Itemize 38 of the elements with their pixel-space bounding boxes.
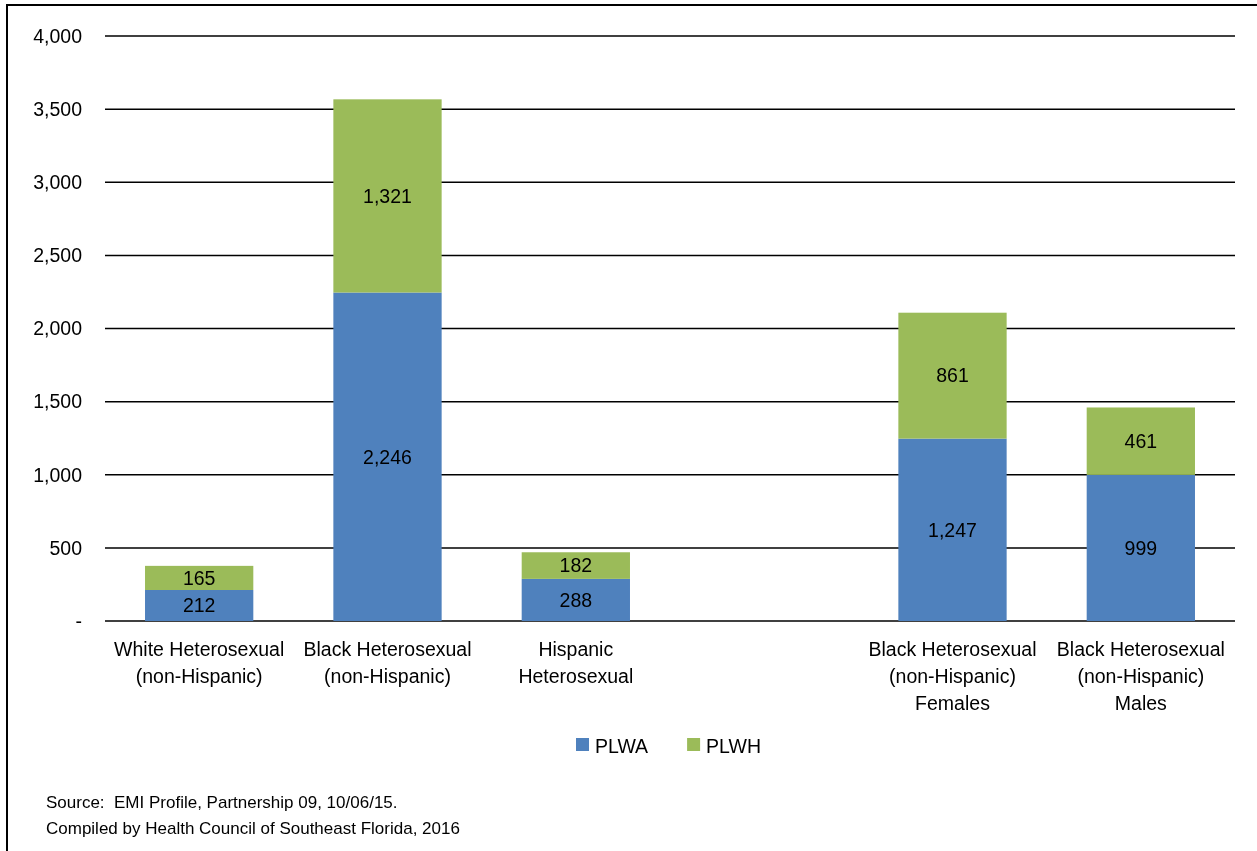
y-tick-label: 4,000 (33, 24, 83, 47)
y-tick-label: 1,500 (33, 390, 83, 413)
y-tick-label: 3,000 (33, 171, 83, 194)
data-label: 861 (936, 364, 969, 387)
bar (1086, 474, 1195, 621)
data-label: 1,321 (363, 184, 412, 207)
bar (898, 312, 1007, 439)
bar (521, 578, 630, 621)
source-note: Source: EMI Profile, Partnership 09, 10/06/15. (46, 793, 398, 812)
data-label: 288 (559, 588, 593, 611)
data-label: 1,247 (928, 518, 977, 541)
x-tick-label: White Heterosexual (non-Hispanic) (114, 638, 285, 687)
x-tick-label: Black Heterosexual (non-Hispanic) Males (1056, 638, 1225, 714)
bar (145, 590, 254, 621)
data-label: 2,246 (363, 445, 412, 468)
legend-label: PLWA (595, 734, 649, 757)
legend-label: PLWH (706, 734, 762, 757)
y-tick-label: 1,000 (33, 463, 83, 486)
data-label: 182 (559, 554, 593, 577)
y-tick-label: 3,500 (33, 97, 83, 120)
x-tick-label: Black Heterosexual (non-Hispanic) Females (868, 638, 1037, 714)
bar (333, 292, 442, 621)
data-label: 999 (1124, 536, 1158, 559)
bar (898, 438, 1007, 621)
bar (1086, 407, 1195, 475)
data-label: 212 (182, 594, 216, 617)
bar (333, 99, 442, 293)
y-tick-label: 500 (49, 536, 83, 559)
bar (521, 552, 630, 579)
y-tick-label: 2,500 (33, 244, 83, 267)
text: Compiled by Health Council of Southeast Florida, 2016 (46, 819, 460, 838)
bar (145, 565, 254, 590)
x-tick-label: Hispanic Heterosexual (518, 638, 634, 687)
y-tick-label: - (75, 609, 82, 632)
data-label: 165 (182, 566, 216, 589)
x-tick-label: Black Heterosexual (non-Hispanic) (303, 638, 472, 687)
y-tick-label: 2,000 (33, 317, 83, 340)
data-label: 461 (1124, 430, 1158, 453)
